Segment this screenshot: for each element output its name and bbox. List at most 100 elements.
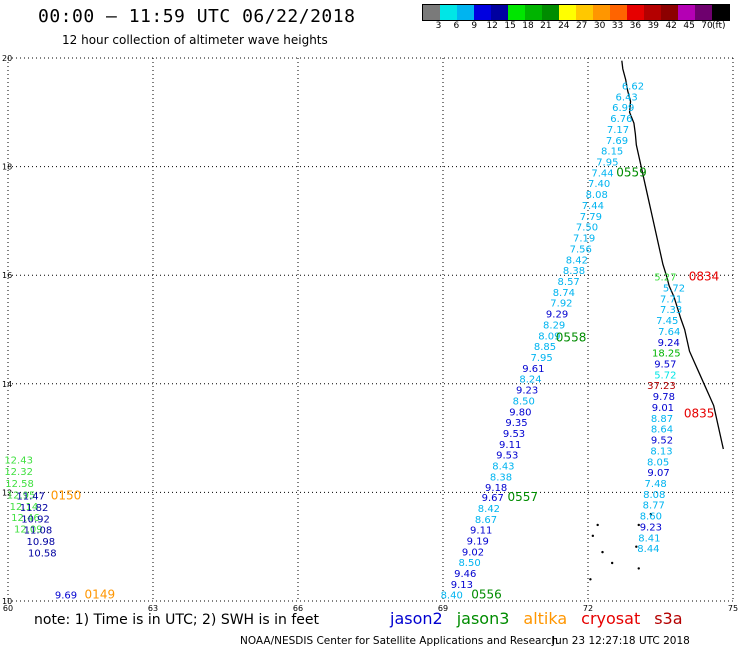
wave-height-label: 8.08 xyxy=(643,490,665,501)
wave-height-label: 9.57 xyxy=(654,360,676,371)
color-swatch xyxy=(678,5,695,20)
wave-height-label: 5.72 xyxy=(663,283,685,294)
wave-height-label: 8.57 xyxy=(558,277,580,288)
wave-height-label: 8.08 xyxy=(586,190,608,201)
pass-time-label: 0557 xyxy=(507,490,538,504)
wave-height-label: 9.78 xyxy=(653,392,675,403)
color-swatch xyxy=(474,5,491,20)
wave-height-label: 8.44 xyxy=(637,544,659,555)
island-marker xyxy=(601,550,604,554)
color-scale-label: 33 xyxy=(611,21,624,31)
pass-time-label: 0835 xyxy=(684,406,715,420)
wave-height-label: 7.69 xyxy=(606,136,628,147)
wave-height-label: 6.99 xyxy=(612,103,634,114)
legend-jason3: jason3 xyxy=(456,609,510,628)
wave-height-label: 8.74 xyxy=(553,288,575,299)
color-scale-label: 39 xyxy=(647,21,660,31)
color-swatch xyxy=(440,5,457,20)
axis-tick-labels: 60 63 66 69 72 75 10 12 14 16 18 20 xyxy=(2,54,738,613)
color-swatch xyxy=(644,5,661,20)
wave-height-label: 7.44 xyxy=(582,201,604,212)
wave-height-label: 11.82 xyxy=(20,503,49,514)
wave-height-label: 9.53 xyxy=(496,451,518,462)
wave-height-label: 7.92 xyxy=(550,299,572,310)
wave-height-label: 6.62 xyxy=(622,81,644,92)
y-tick-label: 16 xyxy=(2,271,12,280)
wave-height-label: 7.48 xyxy=(645,479,667,490)
satellite-legend: jason2 jason3 altika cryosat s3a xyxy=(390,609,697,628)
color-swatch xyxy=(457,5,474,20)
island-marker xyxy=(589,578,592,581)
island-marker xyxy=(635,545,638,548)
wave-height-label: 9.69 xyxy=(55,590,77,601)
wave-height-label: 9.52 xyxy=(651,436,673,447)
color-scale-label: 9 xyxy=(471,21,478,31)
wave-height-label: 7.79 xyxy=(580,212,602,223)
wave-height-label: 12.58 xyxy=(5,479,34,490)
y-tick-label: 10 xyxy=(2,597,12,606)
wave-height-label: 7.50 xyxy=(576,223,598,234)
wave-height-label: 8.42 xyxy=(566,255,588,266)
wave-height-label: 8.40 xyxy=(441,590,463,601)
color-scale-label: 30 xyxy=(593,21,606,31)
color-scale-labels: 3 6 9 12 15 18 21 24 27 30 33 36 39 42 45 70 xyxy=(422,21,740,33)
color-swatch xyxy=(542,5,559,20)
wave-height-label: 37.23 xyxy=(647,381,676,392)
y-tick-label: 12 xyxy=(2,488,12,497)
island-marker xyxy=(649,512,653,516)
wave-height-label: 8.50 xyxy=(458,558,480,569)
color-scale-label: 18 xyxy=(522,21,534,31)
wave-height-label: 9.61 xyxy=(522,364,544,375)
wave-height-label: 7.44 xyxy=(591,168,613,179)
wave-height-label: 9.24 xyxy=(658,338,680,349)
color-scale-label: 70 xyxy=(701,21,713,31)
wave-height-label: 7.17 xyxy=(607,125,629,136)
wave-height-label: 7.71 xyxy=(660,294,682,305)
legend-s3a: s3a xyxy=(654,609,683,628)
color-scale-bar xyxy=(422,4,730,21)
wave-height-label: 8.87 xyxy=(651,414,673,425)
y-tick-label: 14 xyxy=(2,380,12,389)
wave-height-label: 7.95 xyxy=(596,158,618,169)
y-tick-label: 18 xyxy=(2,163,12,172)
wave-height-label: 8.85 xyxy=(534,342,556,353)
wave-height-label: 12.46 xyxy=(11,513,40,524)
island-marker xyxy=(596,523,599,527)
y-tick-label: 20 xyxy=(2,54,12,63)
x-tick-label: 69 xyxy=(438,604,448,613)
pass-time-label: 0559 xyxy=(616,165,647,179)
coastline xyxy=(589,60,724,581)
wave-height-label: 8.64 xyxy=(651,425,673,436)
color-swatch xyxy=(423,5,440,20)
color-swatch xyxy=(712,5,729,20)
color-scale-label: 3 xyxy=(435,21,442,31)
wave-height-label: 7.19 xyxy=(573,234,595,245)
color-scale-label: 15 xyxy=(504,21,516,31)
color-swatch xyxy=(610,5,627,20)
color-swatch xyxy=(491,5,508,20)
wave-height-label: 8.05 xyxy=(647,457,669,468)
legend-cryosat: cryosat xyxy=(581,609,641,628)
pass-time-label: 0150 xyxy=(51,488,82,502)
wave-height-label: 9.02 xyxy=(462,547,484,558)
color-scale-label: 27 xyxy=(575,21,588,31)
wave-height-label: 12.95 xyxy=(7,490,36,501)
x-tick-label: 72 xyxy=(583,604,593,613)
wave-height-label: 9.67 xyxy=(482,493,504,504)
pass-time-labels: 0149 0150 0556 0557 0558 0559 0834 0835 xyxy=(51,165,720,601)
color-swatch xyxy=(661,5,678,20)
island-marker xyxy=(637,567,640,570)
color-scale-label: 21 xyxy=(540,21,552,31)
x-tick-label: 60 xyxy=(3,604,13,613)
color-scale-label: 45 xyxy=(683,21,695,31)
wave-height-label: 7.56 xyxy=(570,244,592,255)
island-marker xyxy=(637,523,640,527)
wave-height-label: 8.41 xyxy=(638,533,660,544)
island-marker xyxy=(591,534,595,538)
wave-height-label: 8.60 xyxy=(640,512,662,523)
color-swatch xyxy=(593,5,610,20)
wave-height-label: 9.23 xyxy=(516,386,538,397)
legend-jason2: jason2 xyxy=(390,609,443,628)
wave-height-label: 18.25 xyxy=(652,349,681,360)
